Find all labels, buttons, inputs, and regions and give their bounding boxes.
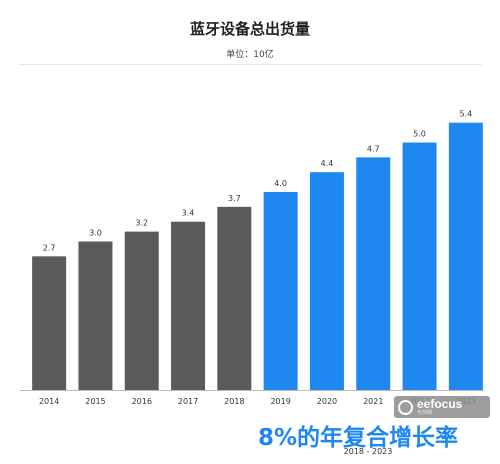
bar-2021	[356, 157, 391, 390]
chart-title: 蓝牙设备总出货量	[189, 20, 310, 38]
x-tick-label: 2018	[224, 397, 244, 406]
bar-2022	[402, 142, 437, 390]
bar-value-label: 3.2	[135, 219, 148, 228]
x-tick-label: 2017	[178, 397, 198, 406]
bar-2020	[309, 172, 344, 390]
cagr-annotation: 8%的年复合增长率	[258, 425, 459, 451]
x-tick-label: 2014	[39, 397, 59, 406]
x-tick-label: 2019	[270, 397, 290, 406]
bar-2017	[171, 221, 206, 390]
x-tick-label: 2020	[317, 397, 337, 406]
bar-value-label: 4.0	[274, 179, 287, 188]
watermark: eefocus 与非网	[394, 396, 490, 418]
bar-value-label: 2.7	[43, 243, 56, 252]
bar-value-label: 4.7	[367, 144, 380, 153]
bar-2015	[78, 241, 113, 390]
bar-value-label: 3.7	[228, 194, 241, 203]
x-tick-label: 2015	[85, 397, 105, 406]
bar-2014	[32, 256, 67, 390]
bar-value-label: 5.4	[459, 110, 472, 119]
bar-value-label: 3.4	[182, 209, 195, 218]
x-tick-label: 2016	[132, 397, 152, 406]
bar-value-label: 3.0	[89, 229, 102, 238]
bar-2019	[263, 192, 298, 390]
bar-2018	[217, 206, 252, 390]
bar-value-label: 5.0	[413, 130, 426, 139]
bar-2023	[448, 122, 483, 390]
watermark-brand: eefocus	[417, 397, 463, 411]
bar-value-label: 4.4	[321, 159, 334, 168]
bar-2016	[124, 231, 159, 390]
header-divider	[18, 64, 482, 65]
eefocus-logo-icon	[398, 399, 413, 415]
watermark-tagline: 与非网	[417, 410, 433, 416]
chart-subtitle: 单位：10亿	[226, 50, 274, 60]
x-tick-label: 2021	[363, 397, 383, 406]
cagr-period: 2018 - 2023	[343, 447, 393, 456]
